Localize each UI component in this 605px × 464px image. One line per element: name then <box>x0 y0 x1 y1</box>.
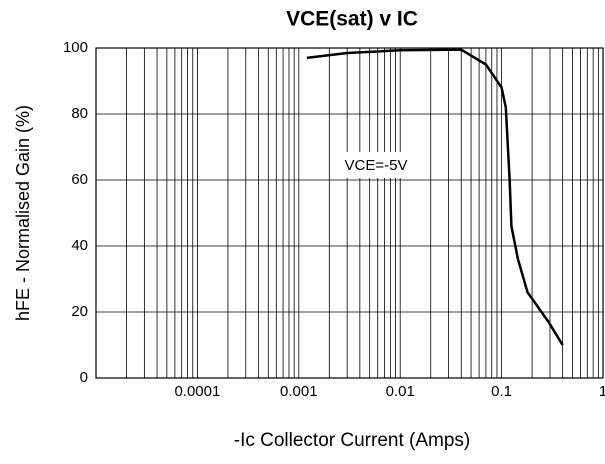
annotation: VCE=-5V <box>345 157 408 174</box>
annotation-background <box>330 152 422 178</box>
y-tick-label: 60 <box>71 171 88 188</box>
x-tick-label: 0.0001 <box>174 383 220 400</box>
data-line <box>306 48 564 346</box>
x-axis-label: -Ic Collector Current (Amps) <box>234 430 471 451</box>
y-tick-label: 100 <box>63 39 88 56</box>
y-axis-label: hFE - Normalised Gain (%) <box>13 105 33 321</box>
y-tick-label: 80 <box>71 105 88 122</box>
y-tick-label: 20 <box>71 303 88 320</box>
x-tick-label: 0.01 <box>386 383 415 400</box>
y-tick-label: 0 <box>80 369 88 386</box>
x-tick-label: 0.1 <box>491 383 512 400</box>
x-tick-label: 1 <box>599 383 605 400</box>
plot-frame <box>95 47 604 379</box>
chart-title: VCE(sat) v IC <box>286 8 418 31</box>
y-tick-label: 40 <box>71 237 88 254</box>
x-tick-label: 0.001 <box>280 383 318 400</box>
